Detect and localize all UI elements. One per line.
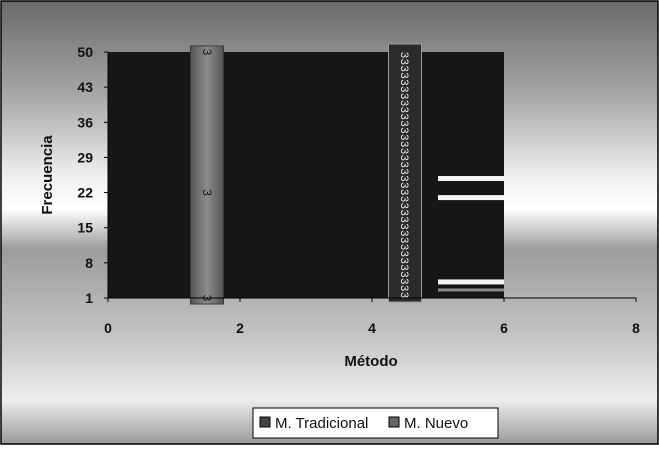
column-label-dense-10: 3 (398, 121, 410, 127)
x-tick-label-4: 8 (632, 320, 640, 336)
y-axis-title: Frecuencia (39, 135, 56, 215)
x-tick-label-0: 0 (104, 320, 112, 336)
column-label-dense-19: 3 (398, 182, 410, 188)
column-label-dense-34: 3 (398, 285, 410, 291)
column-label-dense-14: 3 (398, 148, 410, 154)
column-label-dense-27: 3 (398, 237, 410, 243)
column-label-dense-31: 3 (398, 265, 410, 271)
column-label-dense-9: 3 (398, 114, 410, 120)
column-label-dense-5: 3 (398, 86, 410, 92)
y-tick-label-7: 50 (77, 44, 93, 60)
column-label-dense-24: 3 (398, 217, 410, 223)
column-label-dense-20: 3 (398, 189, 410, 195)
label-column-frame (388, 43, 422, 303)
legend-box (252, 407, 499, 439)
column-label-dense-3: 3 (398, 73, 410, 79)
legend-swatch-tradicional (259, 416, 271, 428)
column-label-dense-35: 3 (398, 292, 410, 298)
column-label-1: 3 (200, 189, 214, 196)
y-tick-label-0: 1 (85, 290, 93, 306)
column-label-dense-16: 3 (398, 162, 410, 168)
column-label-dense-1: 3 (398, 59, 410, 65)
y-tick-label-3: 22 (77, 185, 93, 201)
white-line-1 (438, 176, 504, 182)
column-label-dense-13: 3 (398, 141, 410, 147)
column-label-dense-0: 3 (398, 52, 410, 58)
column-label-dense-7: 3 (398, 100, 410, 106)
x-tick-label-3: 6 (500, 320, 508, 336)
y-tick-label-1: 8 (85, 255, 93, 271)
column-label-dense-30: 3 (398, 258, 410, 264)
column-highlight (190, 45, 224, 305)
column-label-dense-6: 3 (398, 93, 410, 99)
column-label-dense-22: 3 (398, 203, 410, 209)
gray-line-1 (438, 288, 504, 292)
column-label-dense-26: 3 (398, 230, 410, 236)
column-label-0: 3 (200, 49, 214, 56)
column-label-dense-15: 3 (398, 155, 410, 161)
legend: M. Tradicional M. Nuevo (252, 407, 499, 439)
x-tick-label-2: 4 (368, 320, 376, 336)
legend-label-nuevo: M. Nuevo (404, 415, 468, 432)
y-tick-label-5: 36 (77, 114, 93, 130)
column-label-dense-17: 3 (398, 169, 410, 175)
white-line-2 (438, 195, 504, 201)
axes: 0 2 4 6 8 1 8 15 22 29 36 43 50 (77, 44, 640, 336)
column-label-dense-28: 3 (398, 244, 410, 250)
column-label-dense-25: 3 (398, 223, 410, 229)
column-label-dense-21: 3 (398, 196, 410, 202)
column-label-dense-11: 3 (398, 127, 410, 133)
y-tick-label-2: 15 (77, 220, 93, 236)
column-label-dense-8: 3 (398, 107, 410, 113)
column-label-dense-32: 3 (398, 271, 410, 277)
column-label-dense-4: 3 (398, 79, 410, 85)
x-axis-title: Método (344, 353, 397, 370)
column-label-dense-33: 3 (398, 278, 410, 284)
white-line-3 (438, 279, 504, 285)
column-label-dense-12: 3 (398, 134, 410, 140)
column-label-dense-2: 3 (398, 66, 410, 72)
column-label-dense-23: 3 (398, 210, 410, 216)
y-tick-label-6: 43 (77, 79, 93, 95)
column-label-dense-18: 3 (398, 175, 410, 181)
legend-label-tradicional: M. Tradicional (275, 415, 368, 432)
x-tick-label-1: 2 (236, 320, 244, 336)
y-tick-label-4: 29 (77, 149, 93, 165)
legend-swatch-nuevo (388, 416, 400, 428)
column-label-dense-29: 3 (398, 251, 410, 257)
